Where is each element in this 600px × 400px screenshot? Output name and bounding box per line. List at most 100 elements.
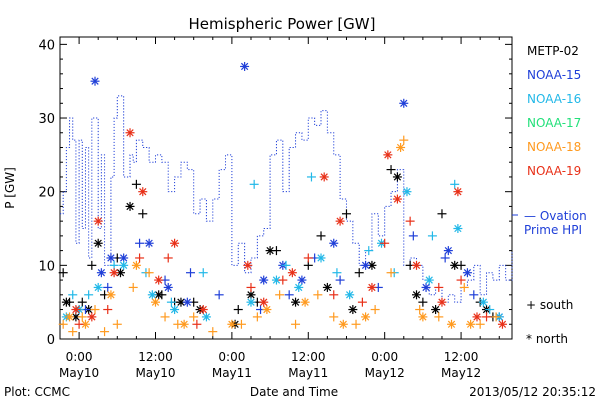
south-point	[58, 268, 68, 278]
north-point	[472, 312, 482, 322]
marker-stroke	[451, 261, 459, 270]
marker-stroke	[247, 298, 255, 306]
legend-entry: NOAA-19	[527, 164, 581, 178]
south-point	[456, 275, 466, 285]
marker-stroke	[94, 283, 102, 292]
y-tick-label: 30	[38, 112, 55, 127]
marker-stroke	[396, 143, 405, 152]
marker-stroke	[393, 173, 402, 181]
south-point	[68, 327, 78, 337]
plot-timestamp: 2013/05/12 20:35:12	[469, 385, 596, 399]
south-point	[335, 275, 345, 285]
north-point	[246, 297, 256, 307]
marker-stroke	[447, 320, 456, 328]
ovation-legend-line1: — Ovation	[524, 209, 587, 223]
marker-stroke	[473, 313, 481, 321]
marker-stroke	[151, 298, 160, 306]
marker-stroke	[72, 305, 80, 314]
marker-stroke	[384, 151, 392, 159]
north-point	[227, 319, 237, 329]
south-point	[386, 165, 396, 175]
south-point	[249, 179, 259, 189]
north-point	[287, 268, 297, 278]
south-point	[160, 312, 170, 322]
marker-stroke	[247, 291, 255, 299]
marker-stroke	[177, 298, 185, 306]
marker-stroke	[126, 202, 134, 211]
north-point	[348, 305, 358, 315]
north-point	[243, 260, 253, 270]
north-point	[319, 172, 329, 182]
marker-stroke	[170, 305, 179, 314]
north-point	[138, 187, 148, 197]
south-point	[380, 238, 390, 248]
marker-legend-south: + south	[526, 298, 573, 312]
north-point	[392, 172, 402, 182]
marker-stroke	[119, 261, 128, 270]
marker-stroke	[498, 320, 507, 328]
marker-stroke	[291, 298, 300, 306]
north-point	[259, 275, 269, 285]
north-point	[80, 319, 90, 329]
south-point	[100, 327, 110, 337]
north-point	[361, 260, 371, 270]
south-point	[364, 246, 374, 256]
north-point	[367, 282, 377, 292]
marker-stroke	[393, 195, 402, 203]
x-tick-label-time: 12:00	[444, 350, 479, 364]
marker-stroke	[345, 291, 354, 299]
marker-stroke	[202, 313, 211, 321]
marker-stroke	[155, 291, 163, 299]
north-point	[93, 282, 103, 292]
x-tick-label-date: May11	[212, 366, 252, 380]
south-point	[281, 260, 291, 270]
marker-stroke	[403, 188, 411, 196]
x-tick-label-time: 12:00	[291, 350, 326, 364]
marker-stroke	[336, 217, 344, 225]
x-tick-label-time: 12:00	[138, 350, 173, 364]
south-point	[214, 290, 224, 300]
south-point	[306, 172, 316, 182]
south-point	[469, 290, 479, 300]
ovation-prime-hpi-line	[60, 95, 513, 303]
north-point	[335, 216, 345, 226]
north-point	[300, 297, 310, 307]
south-point	[427, 231, 437, 241]
north-point	[383, 150, 393, 160]
marker-stroke	[323, 283, 332, 292]
y-tick-label: 20	[38, 186, 55, 201]
south-point	[440, 253, 450, 263]
north-point	[437, 297, 447, 307]
x-tick-label-date: May10	[59, 366, 99, 380]
south-point	[68, 290, 78, 300]
y-axis-label: P [GW]	[3, 167, 17, 209]
north-point	[96, 268, 106, 278]
south-point	[233, 305, 243, 315]
north-point	[71, 305, 81, 315]
south-point	[485, 305, 495, 315]
marker-stroke	[438, 298, 446, 306]
north-point	[147, 290, 157, 300]
south-point	[246, 282, 256, 292]
north-point	[125, 128, 135, 138]
marker-stroke	[244, 261, 252, 270]
north-point	[399, 98, 409, 108]
marker-stroke	[228, 320, 236, 328]
south-point	[58, 319, 68, 329]
north-point	[131, 260, 141, 270]
marker-stroke	[94, 239, 102, 247]
north-point	[144, 238, 154, 248]
north-point	[109, 268, 119, 278]
south-point	[313, 290, 323, 300]
south-point	[434, 282, 444, 292]
south-point	[351, 319, 361, 329]
north-point	[125, 201, 135, 211]
y-tick-label: 0	[47, 333, 55, 348]
marker-stroke	[301, 298, 309, 306]
ovation-hpi-path	[60, 95, 513, 303]
marker-stroke	[412, 261, 421, 270]
marker-stroke	[97, 269, 106, 277]
south-point	[329, 290, 339, 300]
north-point	[466, 319, 476, 329]
south-point	[415, 305, 425, 315]
